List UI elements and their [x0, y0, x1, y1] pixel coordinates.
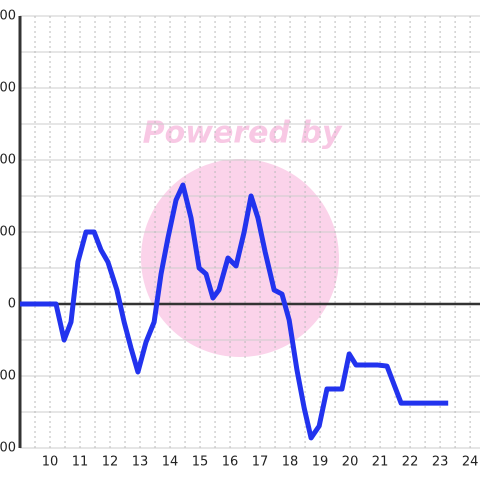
x-tick-label: 13	[132, 455, 149, 470]
x-tick-label: 18	[282, 455, 299, 470]
x-tick-label: 22	[402, 455, 419, 470]
y-tick-label: 0	[8, 297, 16, 312]
y-tick-label: 1,500	[0, 81, 16, 96]
watermark: Powered by	[143, 116, 343, 151]
x-tick-label: 11	[72, 455, 89, 470]
x-tick-label: 12	[102, 455, 119, 470]
y-tick-label: -500	[0, 369, 16, 384]
y-tick-label: 500	[0, 225, 16, 240]
x-tick-label: 19	[312, 455, 329, 470]
y-tick-label: -1,000	[0, 441, 16, 456]
x-tick-label: 21	[372, 455, 389, 470]
x-tick-label: 15	[192, 455, 209, 470]
x-tick-label: 23	[432, 455, 449, 470]
x-tick-label: 17	[252, 455, 269, 470]
x-tick-label: 24	[462, 455, 479, 470]
y-tick-label: 1,000	[0, 153, 16, 168]
x-tick-label: 16	[222, 455, 239, 470]
y-tick-label: 2,000	[0, 9, 16, 24]
data-line	[20, 182, 449, 441]
x-tick-label: 14	[162, 455, 179, 470]
x-tick-label: 20	[342, 455, 359, 470]
x-tick-label: 10	[42, 455, 59, 470]
